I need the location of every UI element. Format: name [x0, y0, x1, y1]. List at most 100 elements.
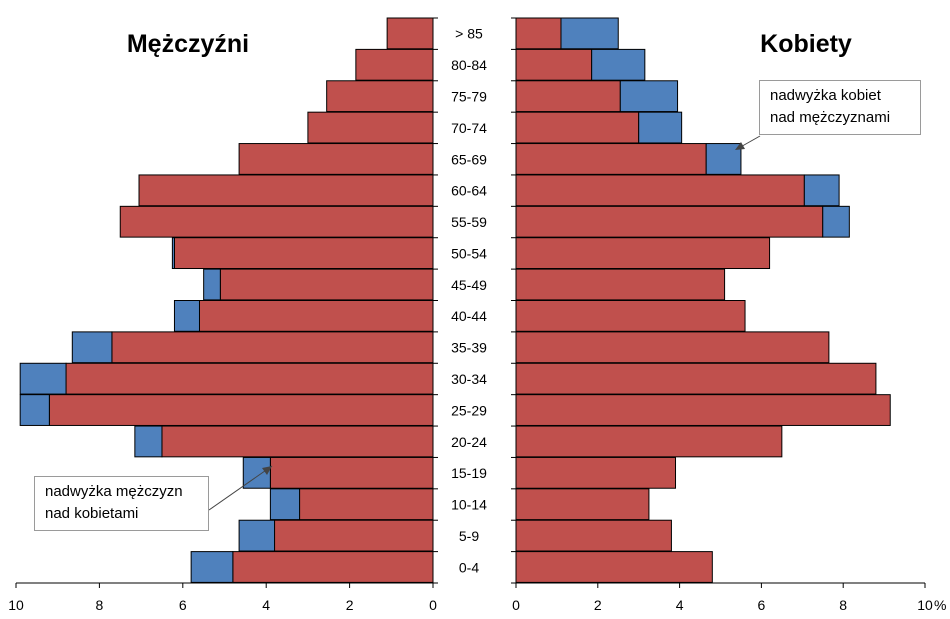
age-group-label: 10-14 [451, 497, 487, 513]
female-x-tick-label: 4 [676, 597, 684, 613]
female-panel-title: Kobiety [760, 30, 852, 58]
female-bar-10-14 [515, 488, 650, 521]
female-surplus-annotation-line-1: nadwyżka kobiet [770, 87, 881, 104]
male-x-tick-label: 10 [8, 597, 24, 613]
age-group-label: 70-74 [451, 120, 487, 136]
female-x-tick-label: 10 [917, 597, 933, 613]
male-bar-10-14 [299, 488, 434, 521]
male-bar-45-49 [219, 268, 434, 301]
female-surplus-bar-> 85 [560, 17, 619, 50]
age-group-label: 0-4 [459, 559, 479, 575]
female-bar-55-59 [515, 205, 824, 238]
age-group-label: 30-34 [451, 371, 487, 387]
female-surplus-bar-70-74 [638, 111, 683, 144]
male-x-tick-label: 4 [262, 597, 270, 613]
age-group-label: 20-24 [451, 434, 487, 450]
female-bar-20-24 [515, 425, 783, 458]
male-annotation-arrow [208, 465, 273, 511]
male-bar-65-69 [238, 143, 434, 175]
age-group-label: 80-84 [451, 57, 487, 73]
female-bar-0-4 [515, 551, 713, 583]
male-bar-5-9 [274, 519, 434, 552]
female-annotation-arrowhead [735, 142, 745, 150]
male-bar-0-4 [232, 551, 434, 583]
female-bar-35-39 [515, 331, 830, 364]
male-surplus-bar-40-44 [173, 300, 200, 332]
male-bar-75-79 [326, 80, 434, 113]
male-x-tick-label: 2 [346, 597, 354, 613]
male-x-tick-label: 0 [429, 597, 437, 613]
female-bar-25-29 [515, 394, 891, 426]
female-bar-50-54 [515, 237, 771, 270]
male-bar-> 85 [386, 17, 434, 50]
age-group-label: 15-19 [451, 465, 487, 481]
female-bar-45-49 [515, 268, 726, 301]
age-group-label: 50-54 [451, 245, 487, 261]
male-surplus-bar-45-49 [203, 268, 221, 301]
labels: 0-4 5-9 10-14 15-19 20-24 25-29 30-34 35-39 40-4… [8, 26, 946, 613]
female-surplus-annotation: nadwyżka kobiet nad mężczyznami [759, 80, 921, 135]
female-x-tick-label: 0 [512, 597, 520, 613]
female-x-tick-label: 2 [594, 597, 602, 613]
male-panel-title: Mężczyźni [127, 30, 249, 58]
axes [15, 17, 926, 588]
male-surplus-annotation: nadwyżka mężczyzn nad kobietami [34, 476, 209, 531]
female-x-tick-label: 6 [758, 597, 766, 613]
male-bar-20-24 [161, 425, 434, 458]
male-bar-80-84 [355, 48, 434, 81]
male-surplus-bar-10-14 [269, 488, 301, 521]
female-bar-5-9 [515, 519, 672, 552]
male-bar-50-54 [173, 237, 434, 270]
annotation-arrows [208, 135, 761, 511]
age-group-label: 65-69 [451, 151, 487, 167]
male-surplus-bar-50-54 [171, 237, 175, 270]
male-x-tick-label: 6 [179, 597, 187, 613]
female-surplus-bar-80-84 [591, 48, 646, 81]
female-surplus-bar-75-79 [619, 80, 679, 113]
age-group-label: 45-49 [451, 277, 487, 293]
female-bar-40-44 [515, 300, 746, 332]
male-surplus-annotation-line-1: nadwyżka mężczyzn [45, 483, 183, 500]
female-bar-30-34 [515, 362, 877, 395]
male-bar-35-39 [111, 331, 434, 364]
female-bar-75-79 [515, 80, 621, 113]
male-bar-25-29 [48, 394, 434, 426]
male-x-tick-label: 8 [96, 597, 104, 613]
female-surplus-bar-65-69 [705, 143, 742, 175]
male-bar-40-44 [198, 300, 434, 332]
age-group-label: 60-64 [451, 183, 487, 199]
male-bar-30-34 [65, 362, 434, 395]
age-group-label: 75-79 [451, 88, 487, 104]
male-bar-55-59 [119, 205, 434, 238]
age-group-label: 40-44 [451, 308, 487, 324]
age-group-label: 5-9 [459, 528, 479, 544]
male-bar-60-64 [138, 174, 434, 207]
female-surplus-bar-60-64 [803, 174, 840, 207]
female-x-unit-label: % [934, 597, 946, 613]
male-surplus-bar-30-34 [19, 362, 67, 395]
female-bar-> 85 [515, 17, 562, 50]
male-surplus-annotation-line-2: nad kobietami [45, 505, 139, 522]
age-group-label: > 85 [455, 26, 483, 42]
female-x-tick-label: 8 [839, 597, 847, 613]
female-bar-60-64 [515, 174, 805, 207]
female-surplus-bar-55-59 [822, 205, 850, 238]
female-bar-80-84 [515, 48, 593, 81]
male-annotation-arrowhead [262, 466, 272, 475]
age-group-label: 35-39 [451, 340, 487, 356]
female-surplus-annotation-line-2: nad mężczyznami [770, 109, 891, 126]
female-bar-15-19 [515, 456, 677, 489]
male-surplus-bar-35-39 [71, 331, 113, 364]
male-surplus-bar-0-4 [190, 551, 234, 583]
female-bar-70-74 [515, 111, 640, 144]
age-group-label: 25-29 [451, 402, 487, 418]
male-surplus-bar-20-24 [134, 425, 163, 458]
male-bar-70-74 [307, 111, 434, 144]
male-bars [19, 17, 434, 583]
male-surplus-bar-5-9 [238, 519, 276, 552]
female-bar-65-69 [515, 143, 707, 175]
male-surplus-bar-25-29 [19, 394, 50, 426]
age-group-label: 55-59 [451, 214, 487, 230]
male-bar-15-19 [269, 456, 434, 489]
